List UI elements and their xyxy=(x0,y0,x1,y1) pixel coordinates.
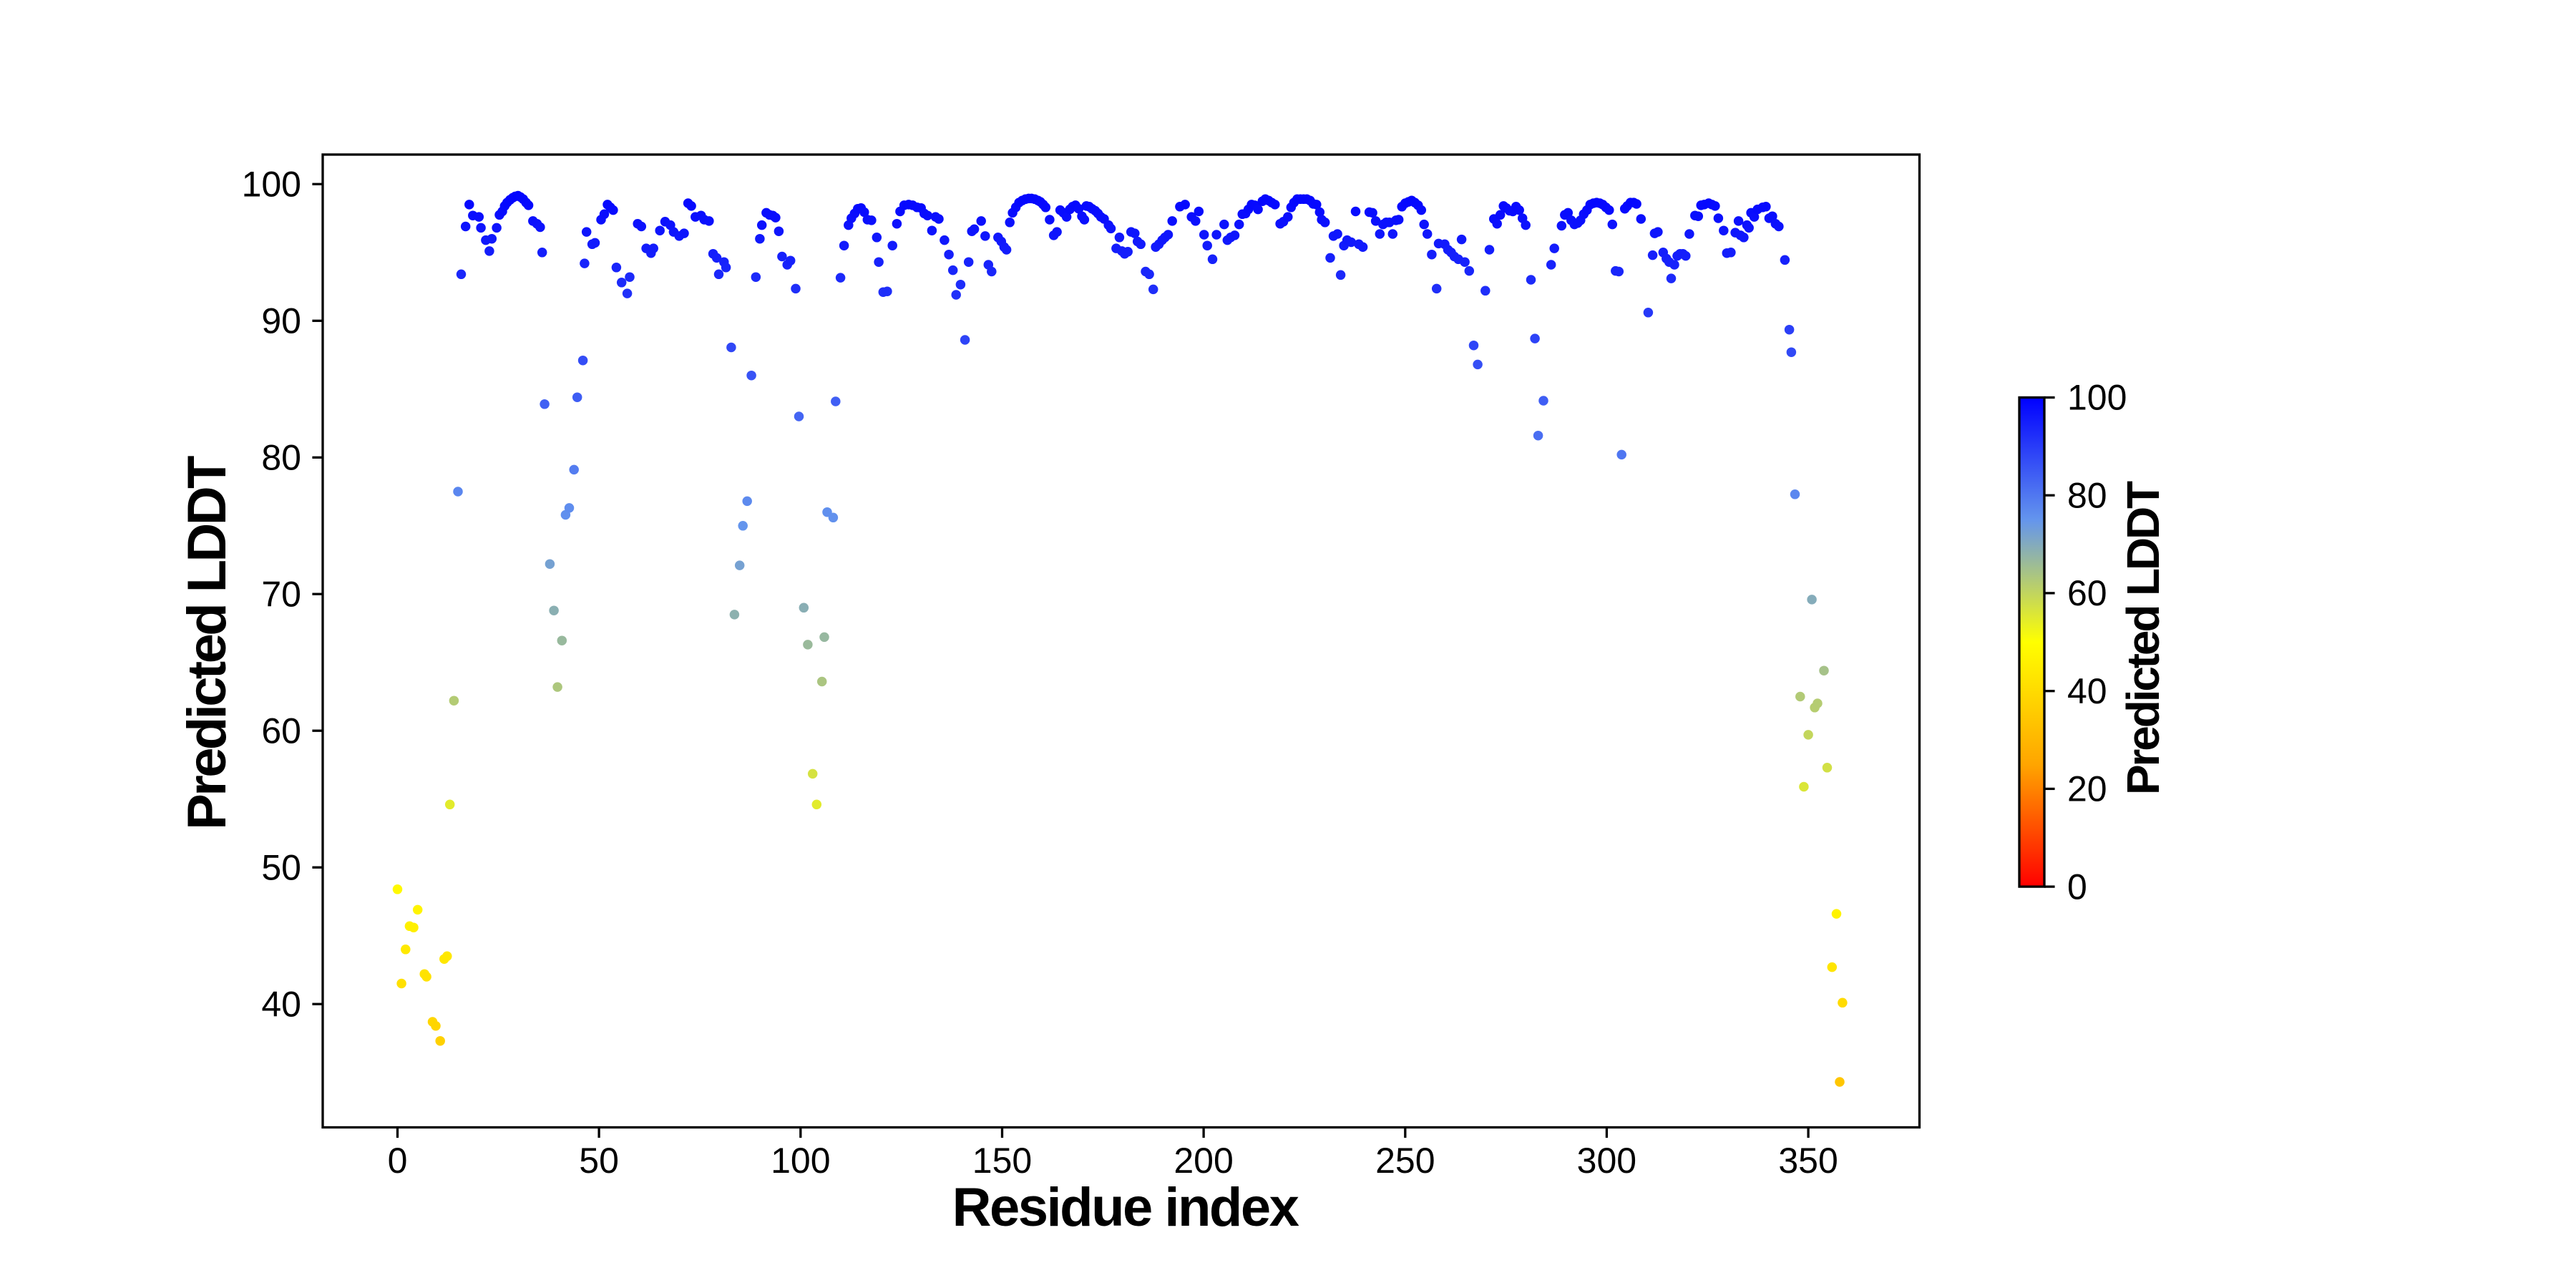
svg-text:60: 60 xyxy=(2067,573,2107,613)
svg-text:200: 200 xyxy=(1174,1141,1233,1181)
svg-text:100: 100 xyxy=(242,165,301,205)
svg-text:Residue index: Residue index xyxy=(952,1177,1299,1238)
svg-text:100: 100 xyxy=(2067,378,2127,418)
svg-text:350: 350 xyxy=(1778,1141,1838,1181)
svg-text:250: 250 xyxy=(1375,1141,1435,1181)
svg-text:100: 100 xyxy=(771,1141,830,1181)
svg-text:0: 0 xyxy=(388,1141,408,1181)
svg-text:150: 150 xyxy=(972,1141,1032,1181)
svg-text:40: 40 xyxy=(2067,671,2107,711)
svg-text:300: 300 xyxy=(1577,1141,1636,1181)
svg-text:20: 20 xyxy=(2067,769,2107,809)
svg-text:90: 90 xyxy=(261,301,301,341)
svg-text:50: 50 xyxy=(579,1141,619,1181)
svg-text:40: 40 xyxy=(261,984,301,1024)
svg-text:80: 80 xyxy=(2067,475,2107,515)
svg-text:Predicted LDDT: Predicted LDDT xyxy=(177,456,238,830)
svg-text:Predicted LDDT: Predicted LDDT xyxy=(2117,481,2169,795)
svg-text:70: 70 xyxy=(261,574,301,614)
svg-text:50: 50 xyxy=(261,847,301,887)
svg-text:0: 0 xyxy=(2067,867,2087,907)
svg-text:60: 60 xyxy=(261,711,301,751)
svg-text:80: 80 xyxy=(261,438,301,478)
